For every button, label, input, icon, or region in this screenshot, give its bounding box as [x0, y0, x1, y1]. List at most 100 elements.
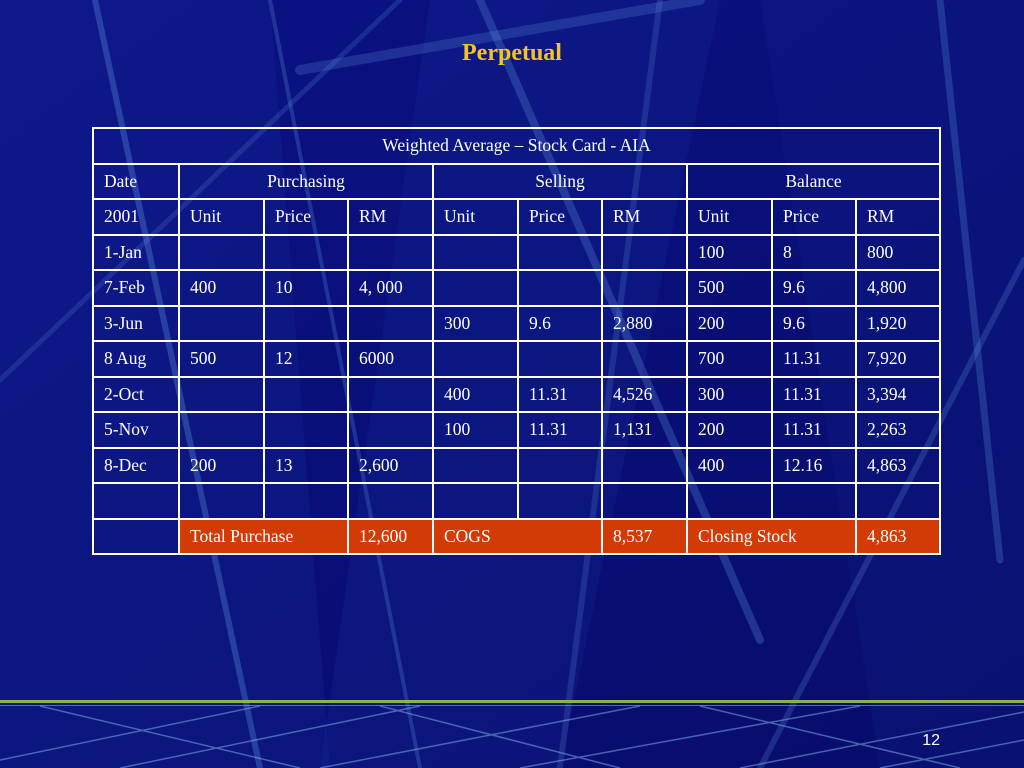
table-cell: 4,800	[855, 269, 941, 307]
table-cell: 400	[178, 269, 265, 307]
table-cell: 1,131	[601, 411, 688, 449]
table-cell: 6000	[347, 340, 434, 378]
table-cell	[601, 482, 688, 520]
table-cell	[263, 375, 349, 413]
table-cell: 1,920	[855, 304, 941, 342]
table-cell: 12.16	[771, 446, 857, 484]
table-cell	[601, 446, 688, 484]
table-cell	[92, 482, 180, 520]
table-cell: 7-Feb	[92, 269, 180, 307]
table-cell: 300	[686, 375, 773, 413]
table-cell	[601, 233, 688, 271]
slide-title: Perpetual	[462, 40, 562, 66]
sub-header-balance-rm: RM	[855, 198, 941, 236]
table-cell: 100	[432, 411, 519, 449]
sub-header-purchase-price: Price	[263, 198, 349, 236]
table-cell	[347, 482, 434, 520]
table-cell	[178, 411, 265, 449]
table-cell: 700	[686, 340, 773, 378]
cogs-value: 8,537	[601, 517, 688, 555]
total-purchase-label: Total Purchase	[178, 517, 349, 555]
table-cell: 800	[855, 233, 941, 271]
page-number: 12	[922, 732, 940, 749]
table-cell	[263, 304, 349, 342]
table-cell: 500	[178, 340, 265, 378]
header-selling: Selling	[432, 162, 688, 200]
table-cell: 200	[686, 304, 773, 342]
sub-header-purchase-unit: Unit	[178, 198, 265, 236]
table-cell: 13	[263, 446, 349, 484]
table-cell	[263, 482, 349, 520]
table-caption-row: Weighted Average – Stock Card - AIA	[92, 127, 941, 165]
table-cell: 8	[771, 233, 857, 271]
table-cell: 200	[686, 411, 773, 449]
sub-header-purchase-rm: RM	[347, 198, 434, 236]
group-header-row: Date Purchasing Selling Balance	[92, 162, 941, 200]
cogs-label: COGS	[432, 517, 603, 555]
table-cell	[432, 233, 519, 271]
table-row: 8-Dec 200 13 2,600 400 12.16 4,863	[92, 446, 941, 484]
table-cell	[686, 482, 773, 520]
stock-card-table: Weighted Average – Stock Card - AIA Date…	[92, 127, 941, 555]
total-purchase-value: 12,600	[347, 517, 434, 555]
table-cell: 5-Nov	[92, 411, 180, 449]
table-caption: Weighted Average – Stock Card - AIA	[92, 127, 941, 165]
table-cell	[263, 411, 349, 449]
sub-header-year: 2001	[92, 198, 180, 236]
table-cell: 4,863	[855, 446, 941, 484]
table-cell: 9.6	[517, 304, 603, 342]
table-cell: 400	[432, 375, 519, 413]
table-cell	[347, 233, 434, 271]
table-row: 7-Feb 400 10 4, 000 500 9.6 4,800	[92, 269, 941, 307]
table-cell: 9.6	[771, 269, 857, 307]
closing-stock-value: 4,863	[855, 517, 941, 555]
table-cell: 2,263	[855, 411, 941, 449]
table-cell: 11.31	[517, 411, 603, 449]
table-cell	[263, 233, 349, 271]
table-cell	[601, 269, 688, 307]
table-cell: 100	[686, 233, 773, 271]
totals-empty-cell	[92, 517, 180, 555]
table-cell	[517, 233, 603, 271]
table-row: 2-Oct 400 11.31 4,526 300 11.31 3,394	[92, 375, 941, 413]
table-cell	[178, 375, 265, 413]
table-cell: 400	[686, 446, 773, 484]
table-cell	[517, 482, 603, 520]
header-purchasing: Purchasing	[178, 162, 434, 200]
table-cell: 4,526	[601, 375, 688, 413]
table-row: 1-Jan 100 8 800	[92, 233, 941, 271]
sub-header-balance-unit: Unit	[686, 198, 773, 236]
header-balance: Balance	[686, 162, 941, 200]
totals-row: Total Purchase 12,600 COGS 8,537 Closing…	[92, 517, 941, 555]
table-cell	[855, 482, 941, 520]
sub-header-balance-price: Price	[771, 198, 857, 236]
table-cell	[517, 340, 603, 378]
table-cell: 1-Jan	[92, 233, 180, 271]
table-cell: 3-Jun	[92, 304, 180, 342]
table-cell	[178, 482, 265, 520]
table-cell: 4, 000	[347, 269, 434, 307]
table-cell: 8 Aug	[92, 340, 180, 378]
table-cell: 11.31	[771, 375, 857, 413]
table-cell	[347, 304, 434, 342]
table-row: 8 Aug 500 12 6000 700 11.31 7,920	[92, 340, 941, 378]
table-cell	[432, 269, 519, 307]
table-cell: 9.6	[771, 304, 857, 342]
table-cell: 2,600	[347, 446, 434, 484]
table-cell	[347, 375, 434, 413]
table-cell	[432, 482, 519, 520]
closing-stock-label: Closing Stock	[686, 517, 857, 555]
table-row: 3-Jun 300 9.6 2,880 200 9.6 1,920	[92, 304, 941, 342]
table-cell: 12	[263, 340, 349, 378]
table-cell	[517, 269, 603, 307]
table-row: 5-Nov 100 11.31 1,131 200 11.31 2,263	[92, 411, 941, 449]
table-cell: 10	[263, 269, 349, 307]
header-date: Date	[92, 162, 180, 200]
table-cell: 300	[432, 304, 519, 342]
table-row	[92, 482, 941, 520]
table-cell	[517, 446, 603, 484]
table-cell: 2-Oct	[92, 375, 180, 413]
table-cell	[601, 340, 688, 378]
table-cell: 11.31	[517, 375, 603, 413]
table-cell: 200	[178, 446, 265, 484]
